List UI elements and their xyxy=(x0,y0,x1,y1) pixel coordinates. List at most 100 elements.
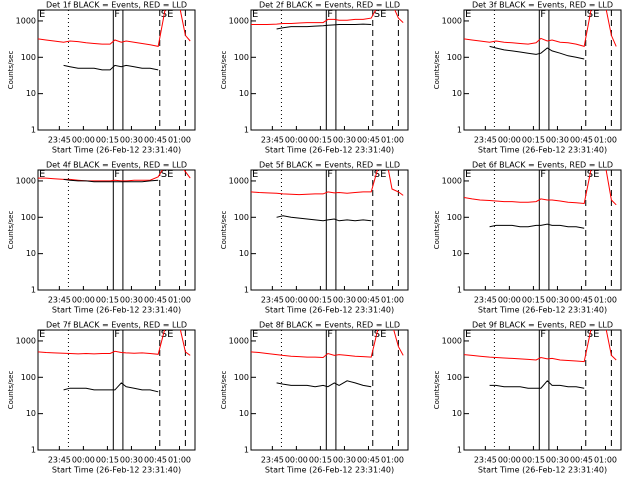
x-tick-label: 00:00 xyxy=(285,136,308,145)
x-tick-label: 23:45 xyxy=(48,136,71,145)
panel: Det 6f BLACK = Events, RED = LLD Counts/s… xyxy=(433,161,622,315)
series-line xyxy=(63,64,159,71)
chart-title: Det 6f BLACK = Events, RED = LLD xyxy=(472,161,613,170)
chart-title: Det 8f BLACK = Events, RED = LLD xyxy=(259,321,400,330)
x-tick-label: 23:45 xyxy=(474,456,497,465)
y-tick-label: 10 xyxy=(239,89,249,98)
chart-title: Det 5f BLACK = Events, RED = LLD xyxy=(259,161,400,170)
y-tick-label: 10 xyxy=(452,409,462,418)
x-tick-label: 00:15 xyxy=(96,136,119,145)
y-tick-label: 1 xyxy=(31,286,36,295)
y-tick-label: 10 xyxy=(452,89,462,98)
y-tick-label: 1 xyxy=(244,126,249,135)
chart-title: Det 2f BLACK = Events, RED = LLD xyxy=(259,1,400,10)
chart-title: Det 7f BLACK = Events, RED = LLD xyxy=(46,321,187,330)
y-axis-label: Counts/sec xyxy=(220,51,228,90)
x-axis-label: Start Time (26-Feb-12 23:31:40) xyxy=(265,146,394,155)
x-tick-label: 01:00 xyxy=(594,296,617,305)
series-line xyxy=(276,380,372,388)
y-tick-label: 1000 xyxy=(442,336,462,345)
series-line xyxy=(489,380,585,389)
annotation: E xyxy=(39,9,45,20)
x-tick-label: 00:15 xyxy=(522,296,545,305)
x-tick-label: 00:45 xyxy=(570,136,593,145)
x-tick-label: 23:45 xyxy=(48,456,71,465)
x-tick-label: 00:15 xyxy=(309,456,332,465)
y-axis-label: Counts/sec xyxy=(220,211,228,250)
y-tick-label: 1000 xyxy=(442,16,462,25)
y-tick-label: 1 xyxy=(244,286,249,295)
x-tick-label: 00:45 xyxy=(570,456,593,465)
y-tick-label: 1000 xyxy=(16,176,36,185)
x-axis-label: Start Time (26-Feb-12 23:31:40) xyxy=(478,146,607,155)
series-line xyxy=(276,215,372,222)
x-axis-label: Start Time (26-Feb-12 23:31:40) xyxy=(478,306,607,315)
annotation: E xyxy=(252,329,258,340)
series-line xyxy=(276,23,372,30)
x-tick-label: 23:45 xyxy=(261,456,284,465)
x-tick-label: 00:15 xyxy=(309,296,332,305)
x-tick-label: 01:00 xyxy=(168,136,191,145)
series-line xyxy=(251,10,404,25)
annotation: SE xyxy=(161,169,174,180)
annotation: SE xyxy=(374,169,387,180)
plot-frame xyxy=(37,9,196,131)
y-axis-label: Counts/sec xyxy=(7,371,15,410)
x-axis-label: Start Time (26-Feb-12 23:31:40) xyxy=(52,146,181,155)
series-line xyxy=(251,330,404,359)
y-tick-label: 100 xyxy=(447,53,462,62)
y-tick-label: 1 xyxy=(457,126,462,135)
x-tick-label: 00:45 xyxy=(357,296,380,305)
annotation: SE xyxy=(161,329,174,340)
y-axis-label: Counts/sec xyxy=(433,211,441,250)
x-tick-label: 00:15 xyxy=(522,456,545,465)
annotation: SE xyxy=(374,9,387,20)
series-line xyxy=(251,170,404,196)
x-tick-label: 00:15 xyxy=(96,296,119,305)
x-tick-label: 23:45 xyxy=(474,136,497,145)
x-tick-label: 01:00 xyxy=(594,136,617,145)
x-tick-label: 23:45 xyxy=(48,296,71,305)
series-line xyxy=(464,330,617,363)
x-tick-label: 01:00 xyxy=(381,296,404,305)
x-tick-label: 00:30 xyxy=(546,296,569,305)
x-tick-label: 00:00 xyxy=(498,456,521,465)
y-tick-label: 100 xyxy=(234,53,249,62)
x-axis-label: Start Time (26-Feb-12 23:31:40) xyxy=(265,466,394,475)
panel: Det 2f BLACK = Events, RED = LLD Counts/s… xyxy=(220,1,409,155)
x-tick-label: 23:45 xyxy=(474,296,497,305)
chart-title: Det 1f BLACK = Events, RED = LLD xyxy=(46,1,187,10)
panel: Det 4f BLACK = Events, RED = LLD Counts/s… xyxy=(7,161,196,315)
annotation: SE xyxy=(161,9,174,20)
y-tick-label: 100 xyxy=(447,373,462,382)
plot-frame xyxy=(250,9,409,131)
annotation: SE xyxy=(587,329,600,340)
x-tick-label: 00:45 xyxy=(357,136,380,145)
y-tick-label: 1 xyxy=(31,446,36,455)
x-tick-label: 01:00 xyxy=(168,456,191,465)
panel: Det 8f BLACK = Events, RED = LLD Counts/s… xyxy=(220,321,409,475)
y-tick-label: 1 xyxy=(31,126,36,135)
y-tick-label: 10 xyxy=(452,249,462,258)
series-line xyxy=(464,170,617,206)
x-tick-label: 23:45 xyxy=(261,136,284,145)
chart-title: Det 3f BLACK = Events, RED = LLD xyxy=(472,1,613,10)
y-tick-label: 1000 xyxy=(16,336,36,345)
annotation: F xyxy=(114,9,120,20)
x-tick-label: 00:30 xyxy=(333,136,356,145)
panel: Det 1f BLACK = Events, RED = LLD Counts/s… xyxy=(7,1,196,155)
annotation: F xyxy=(114,329,120,340)
y-tick-label: 100 xyxy=(21,373,36,382)
chart-title: Det 9f BLACK = Events, RED = LLD xyxy=(472,321,613,330)
y-tick-label: 100 xyxy=(234,373,249,382)
x-tick-label: 00:30 xyxy=(120,136,143,145)
annotation: E xyxy=(465,169,471,180)
x-tick-label: 01:00 xyxy=(168,296,191,305)
x-tick-label: 00:30 xyxy=(546,136,569,145)
x-tick-label: 00:00 xyxy=(285,456,308,465)
annotation: F xyxy=(540,9,546,20)
x-axis-label: Start Time (26-Feb-12 23:31:40) xyxy=(265,306,394,315)
x-tick-label: 00:15 xyxy=(309,136,332,145)
